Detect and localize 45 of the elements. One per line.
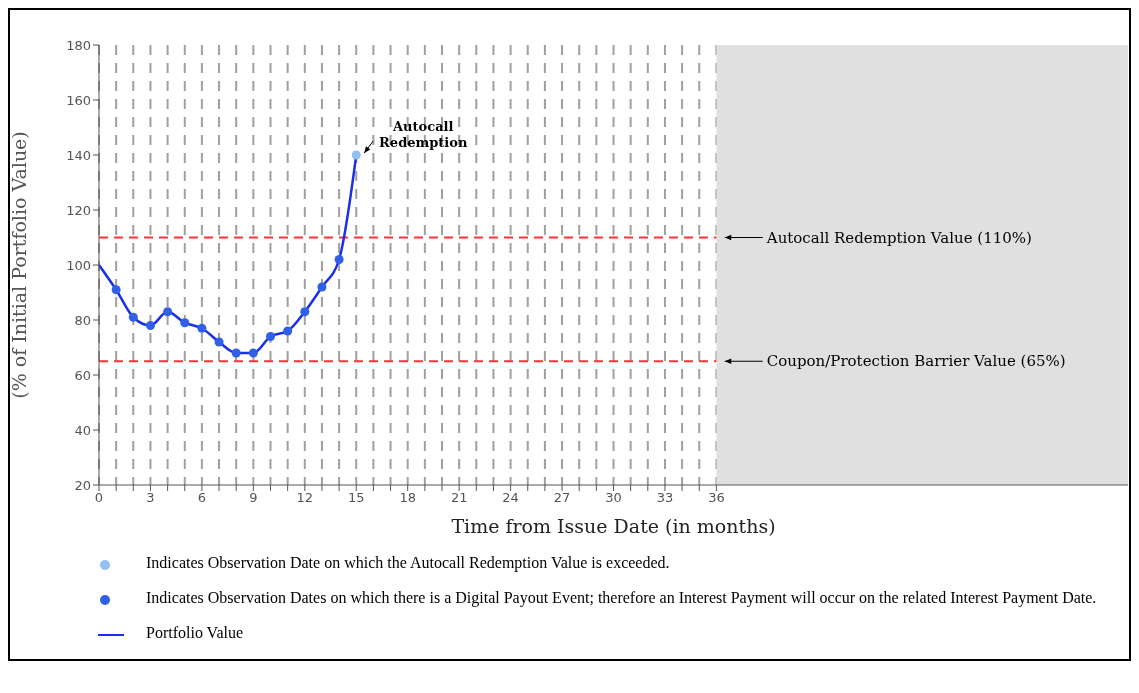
point <box>265 331 276 342</box>
point <box>300 307 310 317</box>
point <box>163 307 173 317</box>
x-tick-label: 3 <box>146 490 155 506</box>
x-tick-label: 12 <box>296 490 314 506</box>
point <box>111 285 121 295</box>
y-tick-label: 120 <box>66 202 91 218</box>
point <box>283 326 293 336</box>
y-tick-label: 60 <box>74 367 91 383</box>
point <box>248 348 258 358</box>
x-tick-label: 24 <box>502 490 519 506</box>
y-tick-label: 80 <box>74 312 91 328</box>
x-axis-title: Time from Issue Date (in months) <box>451 515 776 537</box>
x-tick-label: 0 <box>94 490 104 506</box>
x-tick-label: 33 <box>656 490 674 506</box>
point <box>128 312 138 322</box>
ref-line-label: Autocall Redemption Value (110%) <box>765 228 1032 247</box>
annotation: Autocall Redemption <box>379 119 468 150</box>
point <box>145 320 155 331</box>
y-tick-label: 100 <box>66 257 91 273</box>
x-tick-label: 27 <box>553 490 571 506</box>
point <box>197 323 207 333</box>
point <box>317 282 327 292</box>
y-tick-label: 180 <box>66 37 91 53</box>
x-tick-label: 6 <box>197 490 207 506</box>
x-tick-label: 21 <box>450 490 468 506</box>
x-tick-label: 30 <box>605 490 622 506</box>
x-tick-label: 15 <box>347 490 365 506</box>
y-tick-label: 40 <box>74 422 91 438</box>
y-tick-label: 140 <box>66 147 91 163</box>
x-tick-label: 18 <box>399 490 416 506</box>
ref-line-label: Coupon/Protection Barrier Value (65%) <box>766 352 1066 371</box>
x-tick-label: 9 <box>249 490 258 506</box>
y-tick-label: 160 <box>66 92 91 108</box>
point <box>231 348 241 358</box>
legend-label: Indicates Observation Date on which the Autocall Redemption Value is exceeded. <box>146 554 670 572</box>
legend-label: Indicates Observation Dates on which there is a Digital Payout Event; therefore an Interest Payment will occur on the related Interest Payment Date. <box>146 589 1097 607</box>
x-tick-label: 36 <box>708 490 725 506</box>
point <box>334 254 344 265</box>
y-tick-label: 20 <box>74 477 91 493</box>
point <box>214 337 224 347</box>
y-axis-title: (% of Initial Portfolio Value) <box>7 131 30 399</box>
legend-label: Portfolio Value <box>146 624 244 642</box>
point <box>180 318 190 328</box>
point <box>351 150 361 160</box>
